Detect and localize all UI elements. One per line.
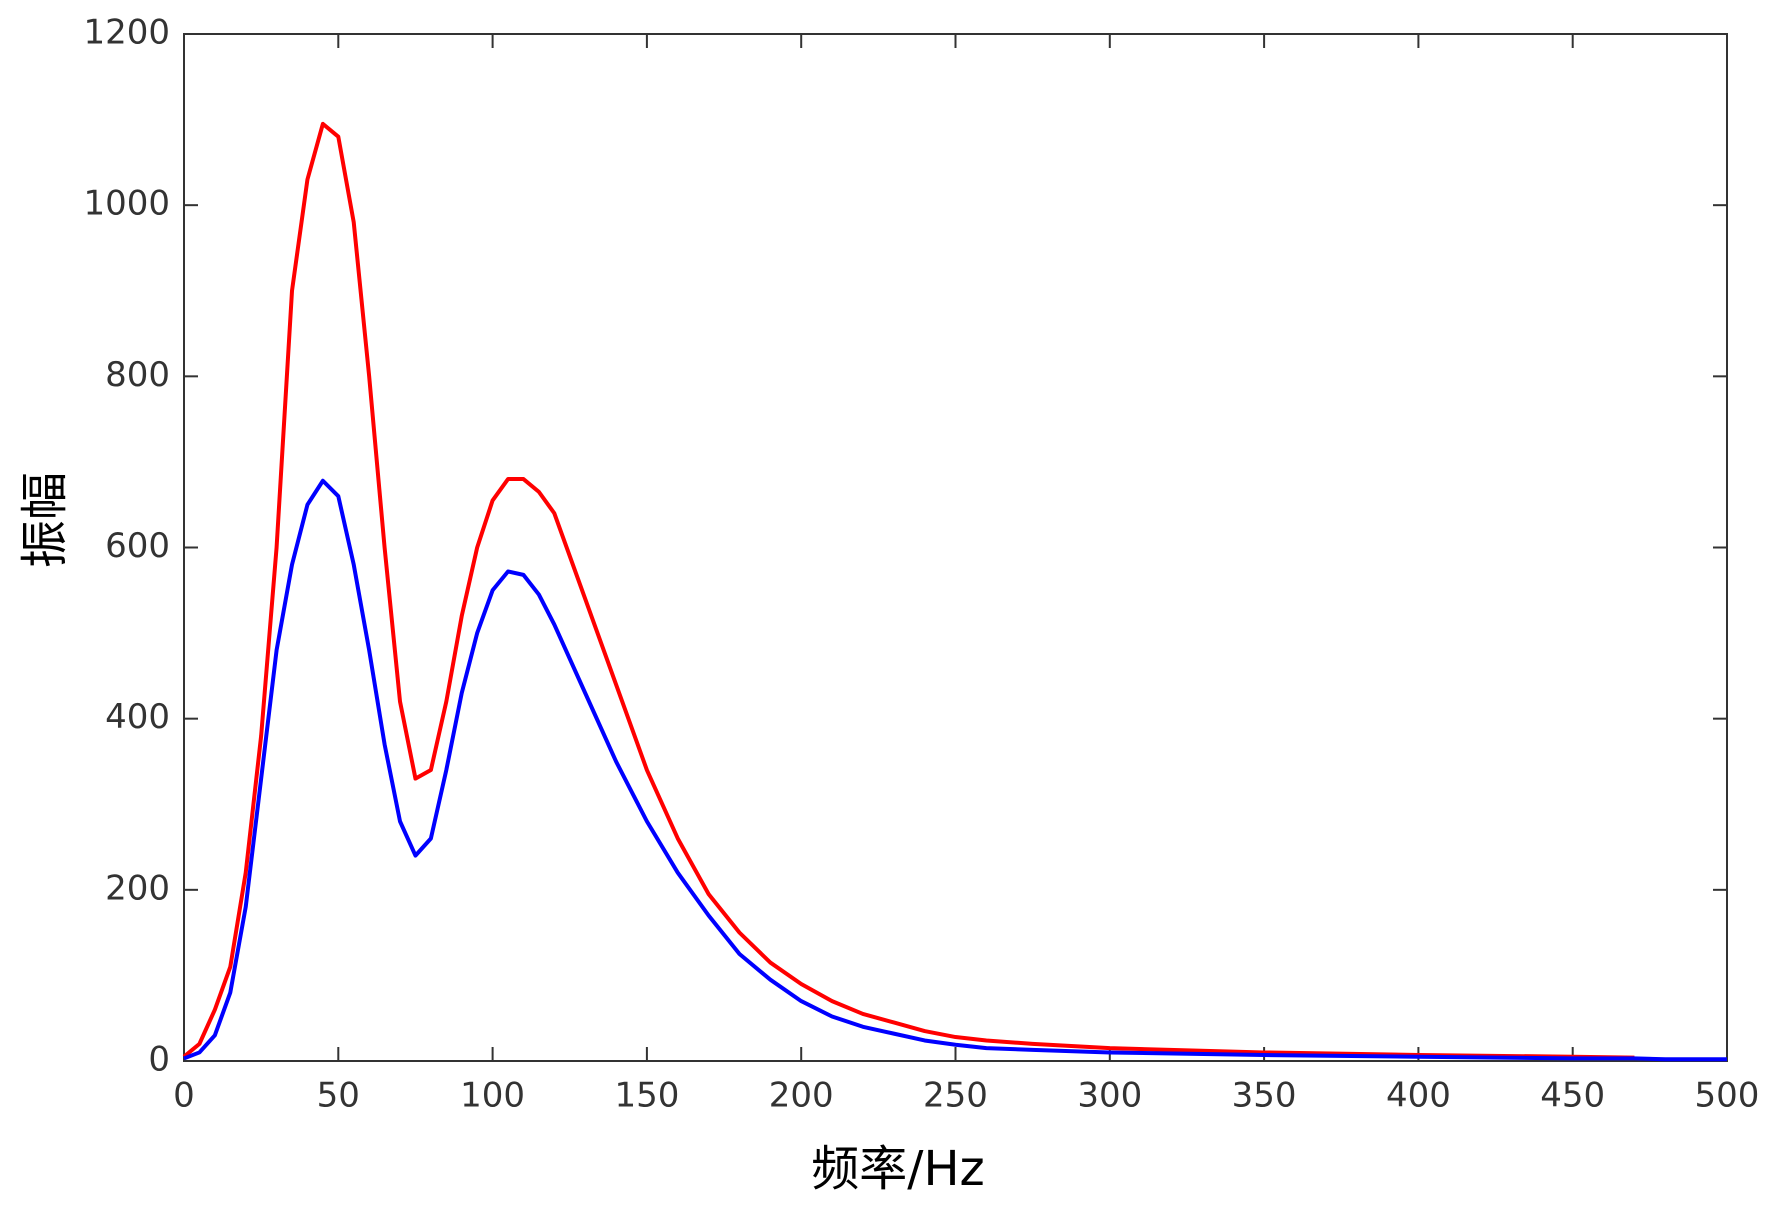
x-tick-label: 0 — [173, 1076, 195, 1116]
x-tick-label: 400 — [1386, 1076, 1451, 1116]
y-tick-label: 600 — [105, 526, 170, 566]
y-tick-label: 1200 — [83, 13, 170, 53]
y-tick-label: 200 — [105, 868, 170, 908]
x-tick-label: 50 — [317, 1076, 360, 1116]
series-line — [182, 121, 1635, 1060]
y-tick-label: 800 — [105, 355, 170, 395]
series-line — [183, 478, 1727, 1062]
y-tick-label: 1000 — [83, 184, 170, 224]
y-tick-label: 400 — [105, 697, 170, 737]
x-tick-label: 300 — [1077, 1076, 1142, 1116]
x-tick-label: 150 — [614, 1076, 679, 1116]
x-tick-label: 500 — [1695, 1076, 1760, 1116]
y-axis-label: 振幅 — [17, 472, 73, 568]
x-tick-label: 250 — [923, 1076, 988, 1116]
x-axis-label: 频率/Hz — [811, 1141, 984, 1197]
x-tick-label: 100 — [460, 1076, 525, 1116]
x-tick-label: 350 — [1232, 1076, 1297, 1116]
plot-frame — [183, 33, 1728, 1062]
x-tick-label: 450 — [1540, 1076, 1605, 1116]
x-tick-label: 200 — [769, 1076, 834, 1116]
y-tick-label: 0 — [148, 1040, 170, 1080]
